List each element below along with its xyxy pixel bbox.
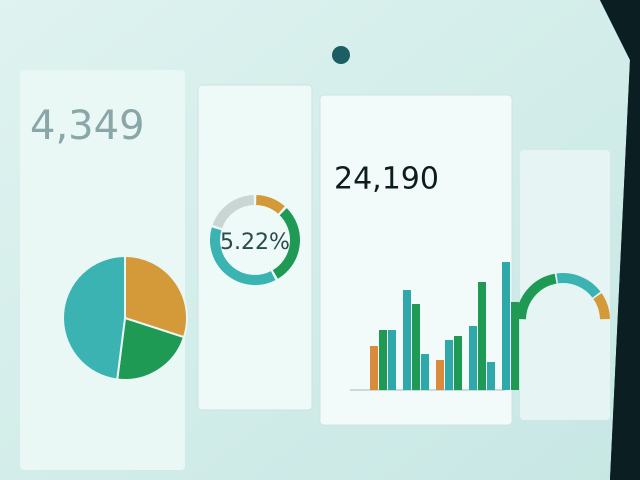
bar xyxy=(412,304,420,390)
donut-arc xyxy=(255,195,285,214)
pie-slice xyxy=(116,316,186,381)
bar xyxy=(421,354,429,390)
bezel xyxy=(600,0,640,480)
bar-kpi: 24,190 xyxy=(334,162,439,197)
donut-value: 5.22% xyxy=(220,230,290,255)
bar xyxy=(370,346,378,390)
donut-arc xyxy=(212,195,255,229)
bar xyxy=(379,330,387,390)
bar xyxy=(445,340,453,390)
gauge-arc xyxy=(593,293,610,320)
bar xyxy=(511,302,519,390)
donut-arc xyxy=(272,208,300,279)
bar xyxy=(388,330,396,390)
logo xyxy=(332,46,350,64)
gauge-arc xyxy=(516,273,557,320)
donut-arc xyxy=(210,227,276,285)
donut-panel xyxy=(197,84,313,411)
pie-slice xyxy=(62,254,126,381)
bar xyxy=(478,282,486,390)
bar xyxy=(436,360,444,390)
gauge-arc xyxy=(556,273,601,298)
bar xyxy=(469,326,477,390)
right-panel xyxy=(520,150,610,420)
bar xyxy=(502,262,510,390)
kpi-value: 4,349 xyxy=(30,103,145,149)
bar xyxy=(454,336,462,390)
marks xyxy=(62,195,610,390)
pie-slice xyxy=(124,254,188,339)
bar xyxy=(403,290,411,390)
bar-panel xyxy=(319,94,513,426)
bar xyxy=(487,362,495,390)
